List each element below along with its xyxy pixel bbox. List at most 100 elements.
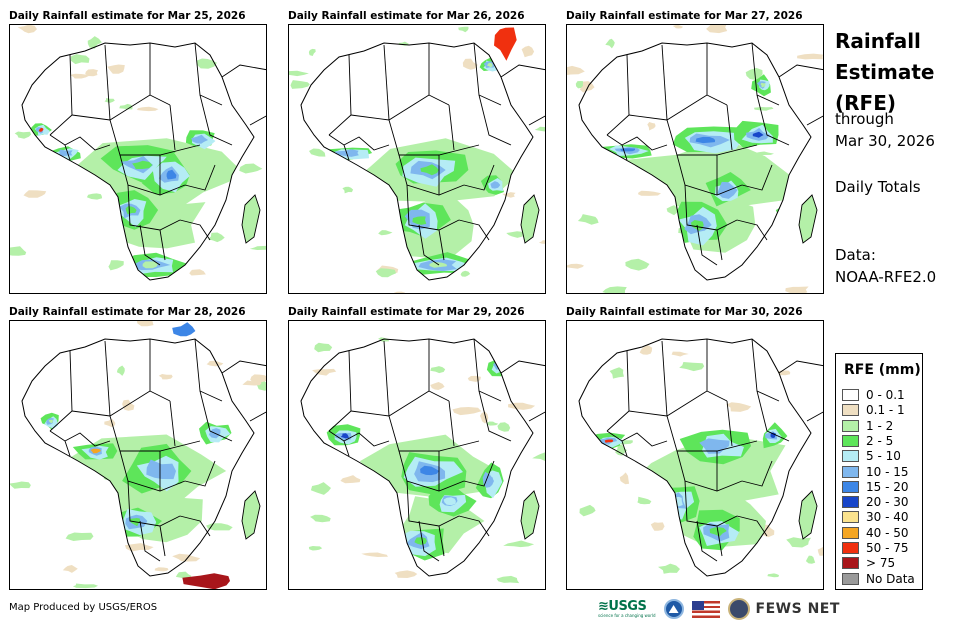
rainfall-patch <box>69 73 89 79</box>
rainfall-patch <box>786 537 811 548</box>
rainfall-map-mar-28 <box>9 320 267 590</box>
rainfall-patch <box>770 432 777 438</box>
country-border <box>458 515 490 537</box>
country-border <box>716 525 723 557</box>
rainfall-patch <box>308 546 323 551</box>
legend-item: > 75 <box>842 556 895 570</box>
country-border <box>328 350 352 432</box>
country-border <box>119 450 186 492</box>
rainfall-patch <box>107 64 125 74</box>
country-border <box>388 119 480 156</box>
legend-swatch <box>842 404 859 417</box>
panel-title-mar-27: Daily Rainfall estimate for Mar 27, 2026 <box>566 10 803 22</box>
side-totals: Daily Totals <box>835 178 921 196</box>
country-border <box>676 154 743 196</box>
rainfall-map-mar-29 <box>288 320 546 590</box>
rainfall-patch <box>206 523 233 531</box>
rainfall-patch <box>70 54 90 65</box>
rainfall-patch <box>87 36 102 49</box>
rainfall-patch <box>706 25 728 34</box>
country-border <box>628 94 708 121</box>
legend-item: 0 - 0.1 <box>842 388 905 402</box>
rainfall-patch <box>189 269 206 276</box>
country-border <box>350 94 430 121</box>
rainfall-patch <box>197 137 205 143</box>
country-border <box>448 400 455 447</box>
africa-coastline <box>21 42 255 281</box>
side-data-label: Data: <box>835 246 876 264</box>
country-border <box>119 154 186 196</box>
country-border <box>756 390 790 442</box>
rainfall-patch <box>314 342 333 353</box>
rainfall-layer <box>40 412 237 576</box>
rainfall-patch <box>666 205 678 216</box>
rainfall-patch <box>420 465 440 476</box>
rainfall-patch <box>458 26 469 33</box>
country-border <box>621 440 628 457</box>
country-border <box>127 480 181 527</box>
rainfall-patch <box>378 230 393 236</box>
rainfall-patch <box>420 164 439 176</box>
legend-swatch <box>842 389 859 401</box>
country-border <box>478 390 512 442</box>
country-border <box>159 525 166 557</box>
country-border <box>328 54 352 136</box>
legend-label: 0 - 0.1 <box>866 388 905 402</box>
rainfall-patch <box>615 444 628 456</box>
legend-swatch <box>842 511 859 524</box>
rainfall-patch <box>534 126 545 132</box>
country-border <box>328 430 390 447</box>
africa-coastline <box>21 338 255 577</box>
state-department-seal-logo <box>727 598 750 620</box>
rainfall-patch <box>312 368 337 376</box>
country-border <box>741 460 773 487</box>
rainfall-patch <box>579 81 595 93</box>
country-border <box>194 338 223 402</box>
country-border <box>438 525 445 557</box>
rainfall-patch <box>760 82 766 88</box>
side-title-line2: Estimate <box>835 60 935 84</box>
rainfall-patch <box>72 583 98 589</box>
rainfall-patch <box>172 553 201 562</box>
rainfall-patch <box>502 192 516 198</box>
rainfall-patch <box>393 291 406 293</box>
rainfall-patch <box>625 258 650 271</box>
rainfall-patch <box>23 190 47 198</box>
rainfall-patch <box>137 106 159 112</box>
rainfall-patch <box>567 263 584 269</box>
rainfall-patch <box>492 182 498 188</box>
usgs-wordmark: ≋USGS <box>598 599 647 614</box>
rainfall-patch <box>637 190 661 196</box>
noaa-logo <box>663 599 684 619</box>
rainfall-patch <box>452 407 482 416</box>
arabian-peninsula-coast <box>221 64 266 126</box>
rainfall-patch <box>443 497 456 506</box>
rainfall-patch <box>785 212 791 219</box>
map-credit: Map Produced by USGS/EROS <box>9 602 158 613</box>
legend-item: No Data <box>842 572 915 586</box>
side-title: Rainfall Estimate (RFE) <box>835 26 934 119</box>
country-border <box>179 515 211 537</box>
madagascar <box>241 194 261 244</box>
rainfall-patch <box>430 366 446 374</box>
rainfall-patch <box>414 537 427 545</box>
rainfall-patch <box>797 53 823 60</box>
country-border <box>478 94 512 146</box>
rainfall-patch <box>754 107 774 111</box>
rainfall-patch <box>695 136 716 144</box>
rainfall-patch <box>817 547 823 556</box>
legend-swatch <box>842 434 859 447</box>
country-border <box>104 340 111 417</box>
rainfall-patch <box>104 98 115 103</box>
madagascar <box>520 194 540 244</box>
rainfall-patch <box>239 163 263 174</box>
rainfall-patch <box>679 362 705 372</box>
rainfall-patch <box>637 496 652 505</box>
usgs-tagline: science for a changing world <box>598 613 656 618</box>
africa-coastline <box>578 338 812 577</box>
rainfall-patch <box>340 475 361 484</box>
rainfall-patch <box>206 360 224 367</box>
rainfall-patch <box>290 80 310 89</box>
rainfall-patch <box>577 214 599 225</box>
rainfall-map-mar-25 <box>9 24 267 294</box>
